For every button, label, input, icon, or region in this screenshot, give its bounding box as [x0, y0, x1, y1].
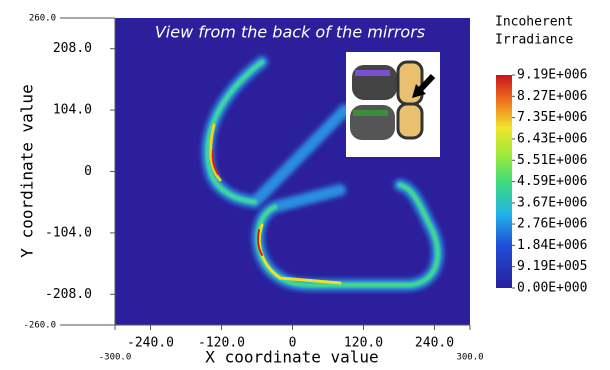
y-axis-title: Y coordinate value [18, 84, 37, 257]
colorbar-tick-label: 9.19E+006 [517, 68, 587, 83]
x-tick-label: -240.0 [127, 336, 174, 351]
x-tick-label: -120.0 [198, 336, 245, 351]
y-tick-label: 260.0 [29, 14, 56, 24]
colorbar-tick-label: 0.00E+000 [517, 281, 587, 296]
colorbar-tick-label: 9.19E+005 [517, 259, 587, 274]
chart: View from the back of the mirrors X coor… [0, 0, 610, 370]
colorbar-title: Incoherent [495, 15, 573, 30]
y-tick-label: 208.0 [53, 41, 92, 56]
colorbar [496, 75, 512, 288]
colorbar-tick-label: 5.51E+006 [517, 153, 587, 168]
y-tick-label: -104.0 [45, 225, 92, 240]
x-tick-label: 300.0 [456, 353, 483, 363]
y-tick-label: -260.0 [23, 321, 56, 331]
x-tick-label: 0 [289, 336, 297, 351]
x-tick-label: -300.0 [99, 353, 132, 363]
y-tick-label: 0 [84, 164, 92, 179]
y-tick-label: -208.0 [45, 287, 92, 302]
colorbar-tick-label: 2.76E+006 [517, 217, 587, 232]
x-tick-label: 120.0 [344, 336, 383, 351]
inset-image [346, 52, 440, 157]
colorbar-tick-label: 1.84E+006 [517, 238, 587, 253]
colorbar-title: Irradiance [495, 33, 573, 48]
colorbar-tick-label: 8.27E+006 [517, 89, 587, 104]
colorbar-tick-label: 7.35E+006 [517, 110, 587, 125]
colorbar-tick-label: 4.59E+006 [517, 174, 587, 189]
y-tick-label: 104.0 [53, 103, 92, 118]
annotation: View from the back of the mirrors [155, 23, 425, 42]
colorbar-tick-label: 3.67E+006 [517, 195, 587, 210]
colorbar-tick-label: 6.43E+006 [517, 131, 587, 146]
x-tick-label: 240.0 [415, 336, 454, 351]
